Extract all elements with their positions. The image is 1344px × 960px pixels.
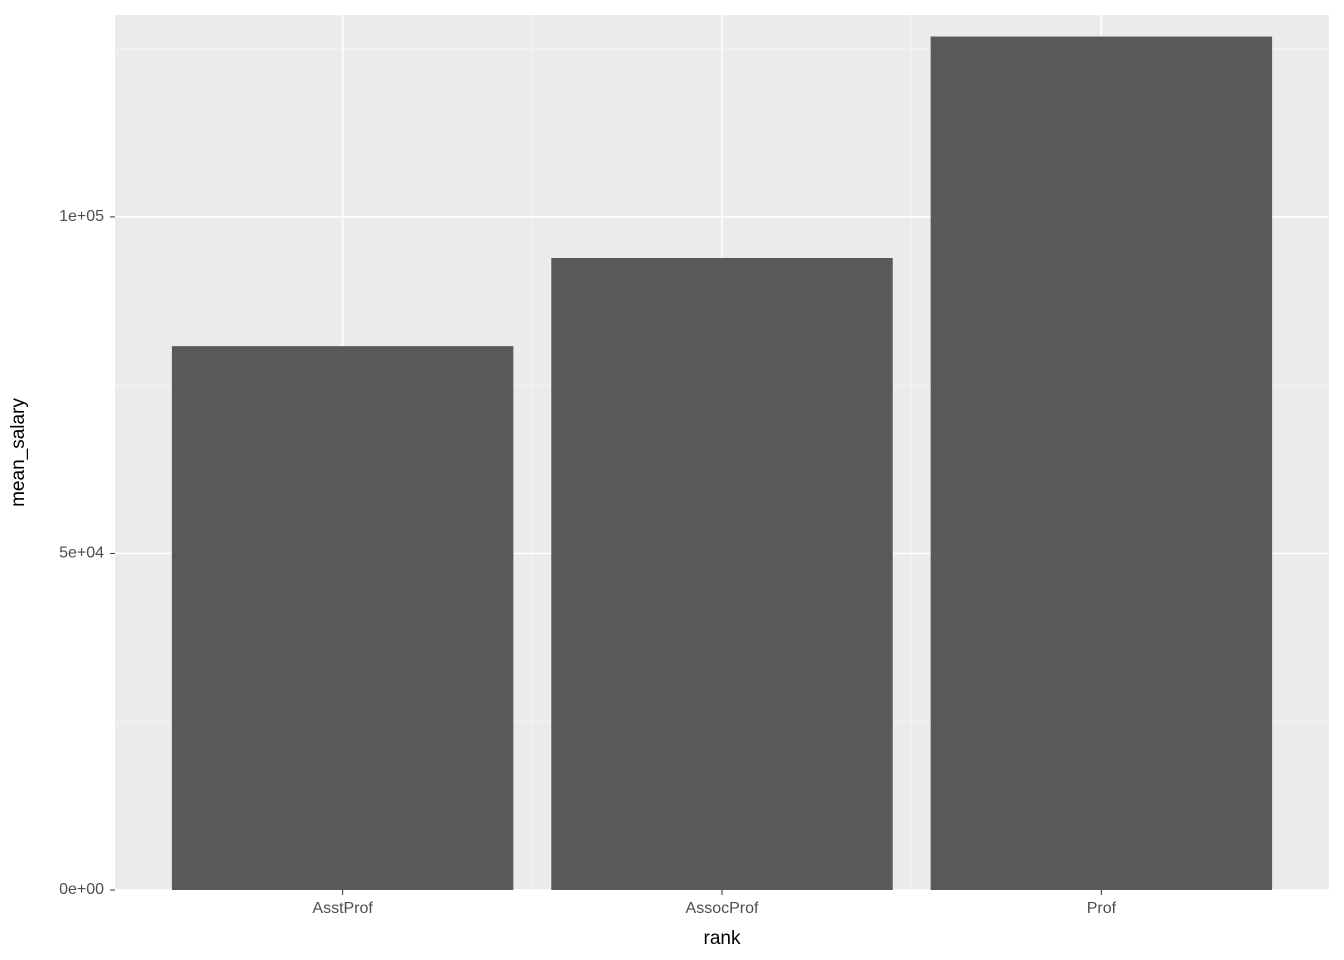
y-tick-label: 5e+04	[59, 545, 104, 562]
x-tick-label: Prof	[1087, 900, 1117, 917]
x-tick-label: AsstProf	[312, 900, 373, 917]
bar-prof	[931, 37, 1272, 890]
x-tick-label: AssocProf	[686, 900, 759, 917]
bar-assocprof	[551, 258, 892, 890]
chart-svg: AsstProf AssocProf Prof 0e+00 5e+04 1e+05 rank…	[0, 0, 1344, 960]
bar-asstprof	[172, 346, 513, 890]
y-tick-label: 1e+05	[59, 208, 104, 225]
bar-chart: AsstProf AssocProf Prof 0e+00 5e+04 1e+05 rank…	[0, 0, 1344, 960]
x-axis-title: rank	[704, 928, 741, 949]
y-axis-title: mean_salary	[8, 398, 29, 507]
y-tick-label: 0e+00	[59, 881, 104, 898]
